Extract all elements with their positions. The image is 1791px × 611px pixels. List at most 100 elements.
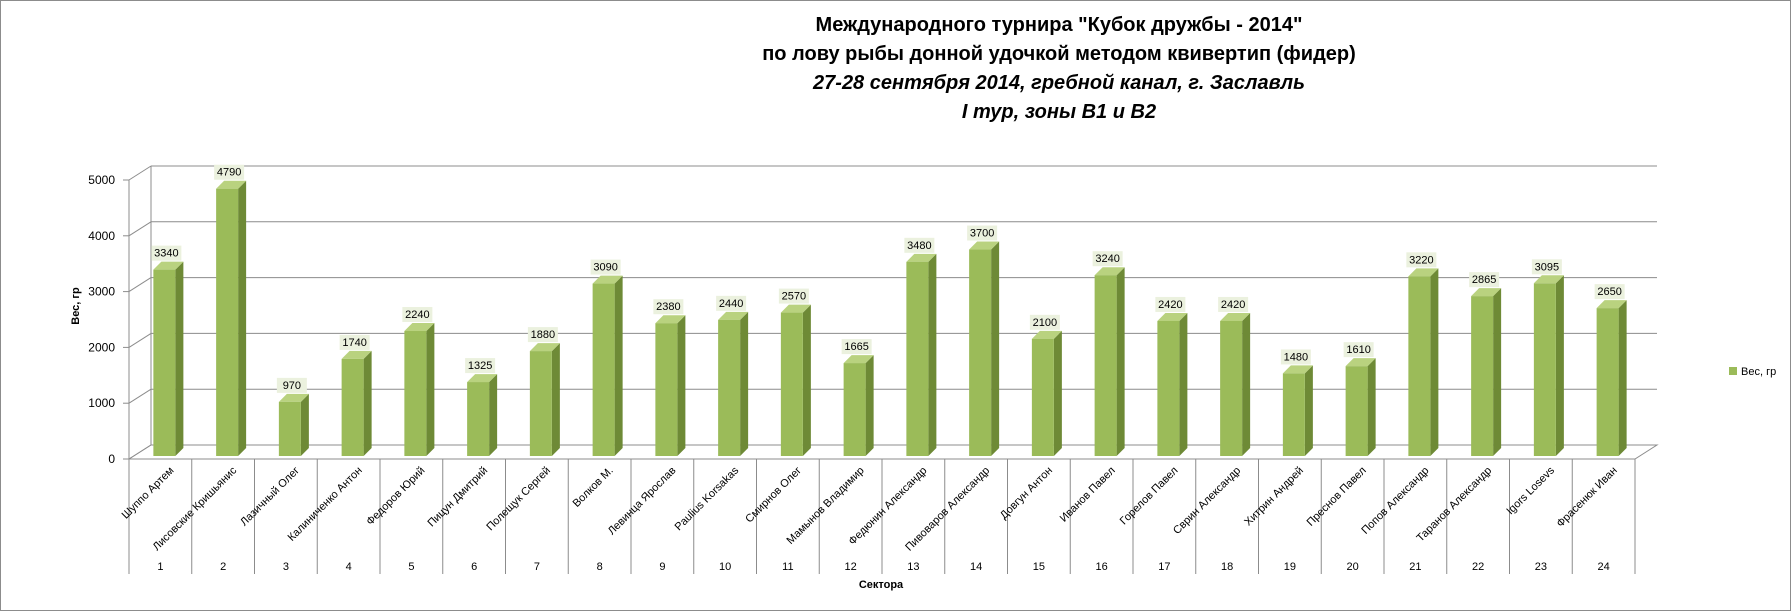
data-label: 2420 [1158, 299, 1182, 311]
category-name: Смирнов Олег [743, 465, 804, 526]
bar-front [1031, 338, 1054, 456]
y-tick-label: 4000 [88, 229, 115, 243]
chart-title: Международного турнира "Кубок дружбы - 2… [762, 14, 1356, 123]
legend-swatch [1729, 367, 1737, 375]
title-line: 27-28 сентября 2014, гребной канал, г. З… [812, 72, 1305, 94]
data-label-bg [653, 299, 684, 315]
bar-side [614, 275, 623, 456]
category-name: Федоров Юрий [364, 465, 427, 528]
data-label: 2440 [719, 298, 743, 310]
bar-side [1053, 330, 1062, 456]
sector-number: 16 [1096, 561, 1108, 573]
bar [969, 241, 1000, 456]
bar-front [906, 261, 929, 456]
data-label: 4790 [217, 167, 241, 179]
data-label: 2650 [1597, 286, 1621, 298]
gridline-side [128, 388, 152, 404]
sector-number: 6 [471, 561, 477, 573]
bar-front [341, 358, 364, 456]
data-label-bg [904, 237, 935, 253]
category-name: Левинца Ярослав [606, 465, 679, 538]
sector-number: 9 [659, 561, 665, 573]
data-label-bg [402, 307, 433, 323]
bar [153, 261, 184, 456]
category-name: Сврин Александр [1171, 465, 1243, 537]
bar-front [969, 249, 992, 456]
category-name: Хитрин Андрей [1242, 465, 1306, 529]
bars-layer [153, 180, 1627, 456]
data-label: 1480 [1284, 351, 1308, 363]
bar-top [529, 343, 560, 352]
data-label-bg [1594, 284, 1625, 300]
bar-top [843, 355, 874, 364]
data-label-bg [1155, 296, 1186, 312]
data-label: 1325 [468, 360, 492, 372]
data-label-bg [214, 164, 245, 180]
bar-side [928, 253, 937, 456]
data-label: 3700 [970, 228, 994, 240]
bar-side [238, 180, 247, 456]
bar [1471, 288, 1502, 456]
title-line: I тур, зоны В1 и В2 [962, 101, 1156, 123]
bar [216, 180, 247, 456]
data-label-bg [778, 288, 809, 304]
bar-side [426, 323, 435, 456]
data-label-bg [590, 259, 621, 275]
data-label: 3240 [1095, 253, 1119, 265]
legend-label: Вес, гр [1741, 366, 1776, 378]
bar-front [467, 382, 490, 456]
bar [1596, 300, 1627, 456]
sector-number: 10 [719, 561, 731, 573]
sector-number: 24 [1598, 561, 1610, 573]
bar-top [655, 315, 686, 324]
data-label: 2100 [1033, 317, 1057, 329]
bar-front [1533, 283, 1556, 456]
bar-front [1220, 320, 1243, 456]
data-label-bg [716, 295, 747, 311]
data-label: 1610 [1346, 344, 1370, 356]
data-label: 2570 [782, 291, 806, 303]
data-label-bg [1343, 342, 1374, 358]
y-tick-label: 0 [108, 452, 115, 466]
bar [1094, 267, 1125, 456]
bar-side [175, 261, 184, 456]
data-label: 3095 [1535, 261, 1559, 273]
data-label: 2420 [1221, 299, 1245, 311]
sector-number: 11 [782, 561, 793, 573]
bar-side [300, 393, 309, 456]
title-line: Международного турнира "Кубок дружбы - 2… [816, 14, 1303, 36]
bar-front [278, 401, 301, 456]
bar-top [906, 253, 937, 262]
bar-front [1408, 276, 1431, 456]
category-name: Полещук Сергей [484, 465, 553, 534]
sector-number: 3 [283, 561, 289, 573]
category-name: Горелов Павел [1118, 465, 1181, 528]
sector-number: 23 [1535, 561, 1547, 573]
bar-front [216, 188, 239, 456]
y-axis-title: Вес, гр [70, 287, 82, 325]
data-label: 2380 [656, 301, 680, 313]
bar-front [1345, 366, 1368, 456]
bar-top [1157, 312, 1188, 321]
category-name: Волков М. [571, 465, 616, 510]
category-name: Пицун Дмитрий [425, 465, 490, 530]
sector-number: 22 [1472, 561, 1484, 573]
bar-front [1282, 373, 1305, 456]
sector-number: 7 [534, 561, 540, 573]
bar [592, 275, 623, 456]
data-label-bg [339, 334, 370, 350]
category-name: Иванов Павел [1058, 465, 1118, 525]
bar-side [1304, 365, 1313, 456]
bar-side [802, 304, 811, 456]
bar-top [404, 323, 435, 332]
gridline-side [128, 165, 152, 181]
bar-side [1116, 267, 1125, 456]
sector-number: 8 [597, 561, 603, 573]
bar-top [216, 180, 247, 189]
y-tick-label: 5000 [88, 173, 115, 187]
bar-top [1094, 267, 1125, 276]
sector-number: 19 [1284, 561, 1296, 573]
bar-top [1471, 288, 1502, 297]
data-label-bg [1469, 272, 1500, 288]
